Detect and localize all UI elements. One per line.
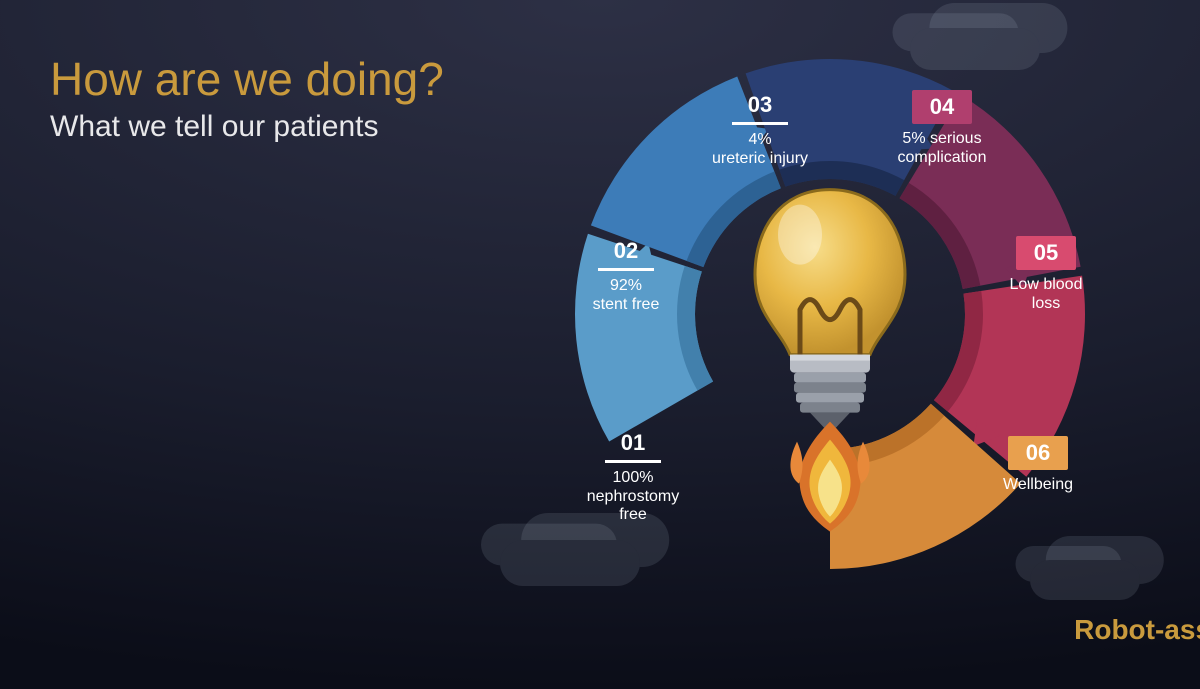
segment-text: 5% serious complication [857, 130, 1027, 167]
segment-text: 4% ureteric injury [675, 131, 845, 168]
footer-caption: Robot-assisted Laparoscopic Ureterolysis [1050, 614, 1200, 646]
segment-label-05: 05 Low blood loss [961, 236, 1131, 313]
segment-number: 05 [1016, 236, 1076, 270]
segment-label-04: 04 5% serious complication [857, 90, 1027, 167]
segment-label-06: 06 Wellbeing [953, 436, 1123, 494]
segment-number: 03 [732, 90, 788, 125]
segment-text: Wellbeing [953, 476, 1123, 494]
page-subtitle: What we tell our patients [50, 110, 379, 144]
segment-text: 92% stent free [541, 277, 711, 314]
segment-number: 04 [912, 90, 972, 124]
page-title: How are we doing? [50, 52, 444, 106]
segment-label-01: 01 100% nephrostomy free [548, 428, 718, 524]
segment-label-02: 02 92% stent free [541, 236, 711, 314]
segment-label-03: 03 4% ureteric injury [675, 90, 845, 168]
flame-icon [785, 422, 875, 532]
segment-number: 06 [1008, 436, 1068, 470]
segment-number: 02 [598, 236, 654, 271]
segment-number: 01 [605, 428, 661, 463]
lightbulb-icon [740, 180, 920, 460]
segment-text: Low blood loss [961, 276, 1131, 313]
infographic: 01100% nephrostomy free0292% stent free0… [490, 20, 1170, 660]
segment-ring: 01100% nephrostomy free0292% stent free0… [550, 34, 1110, 594]
segment-text: 100% nephrostomy free [548, 469, 718, 524]
